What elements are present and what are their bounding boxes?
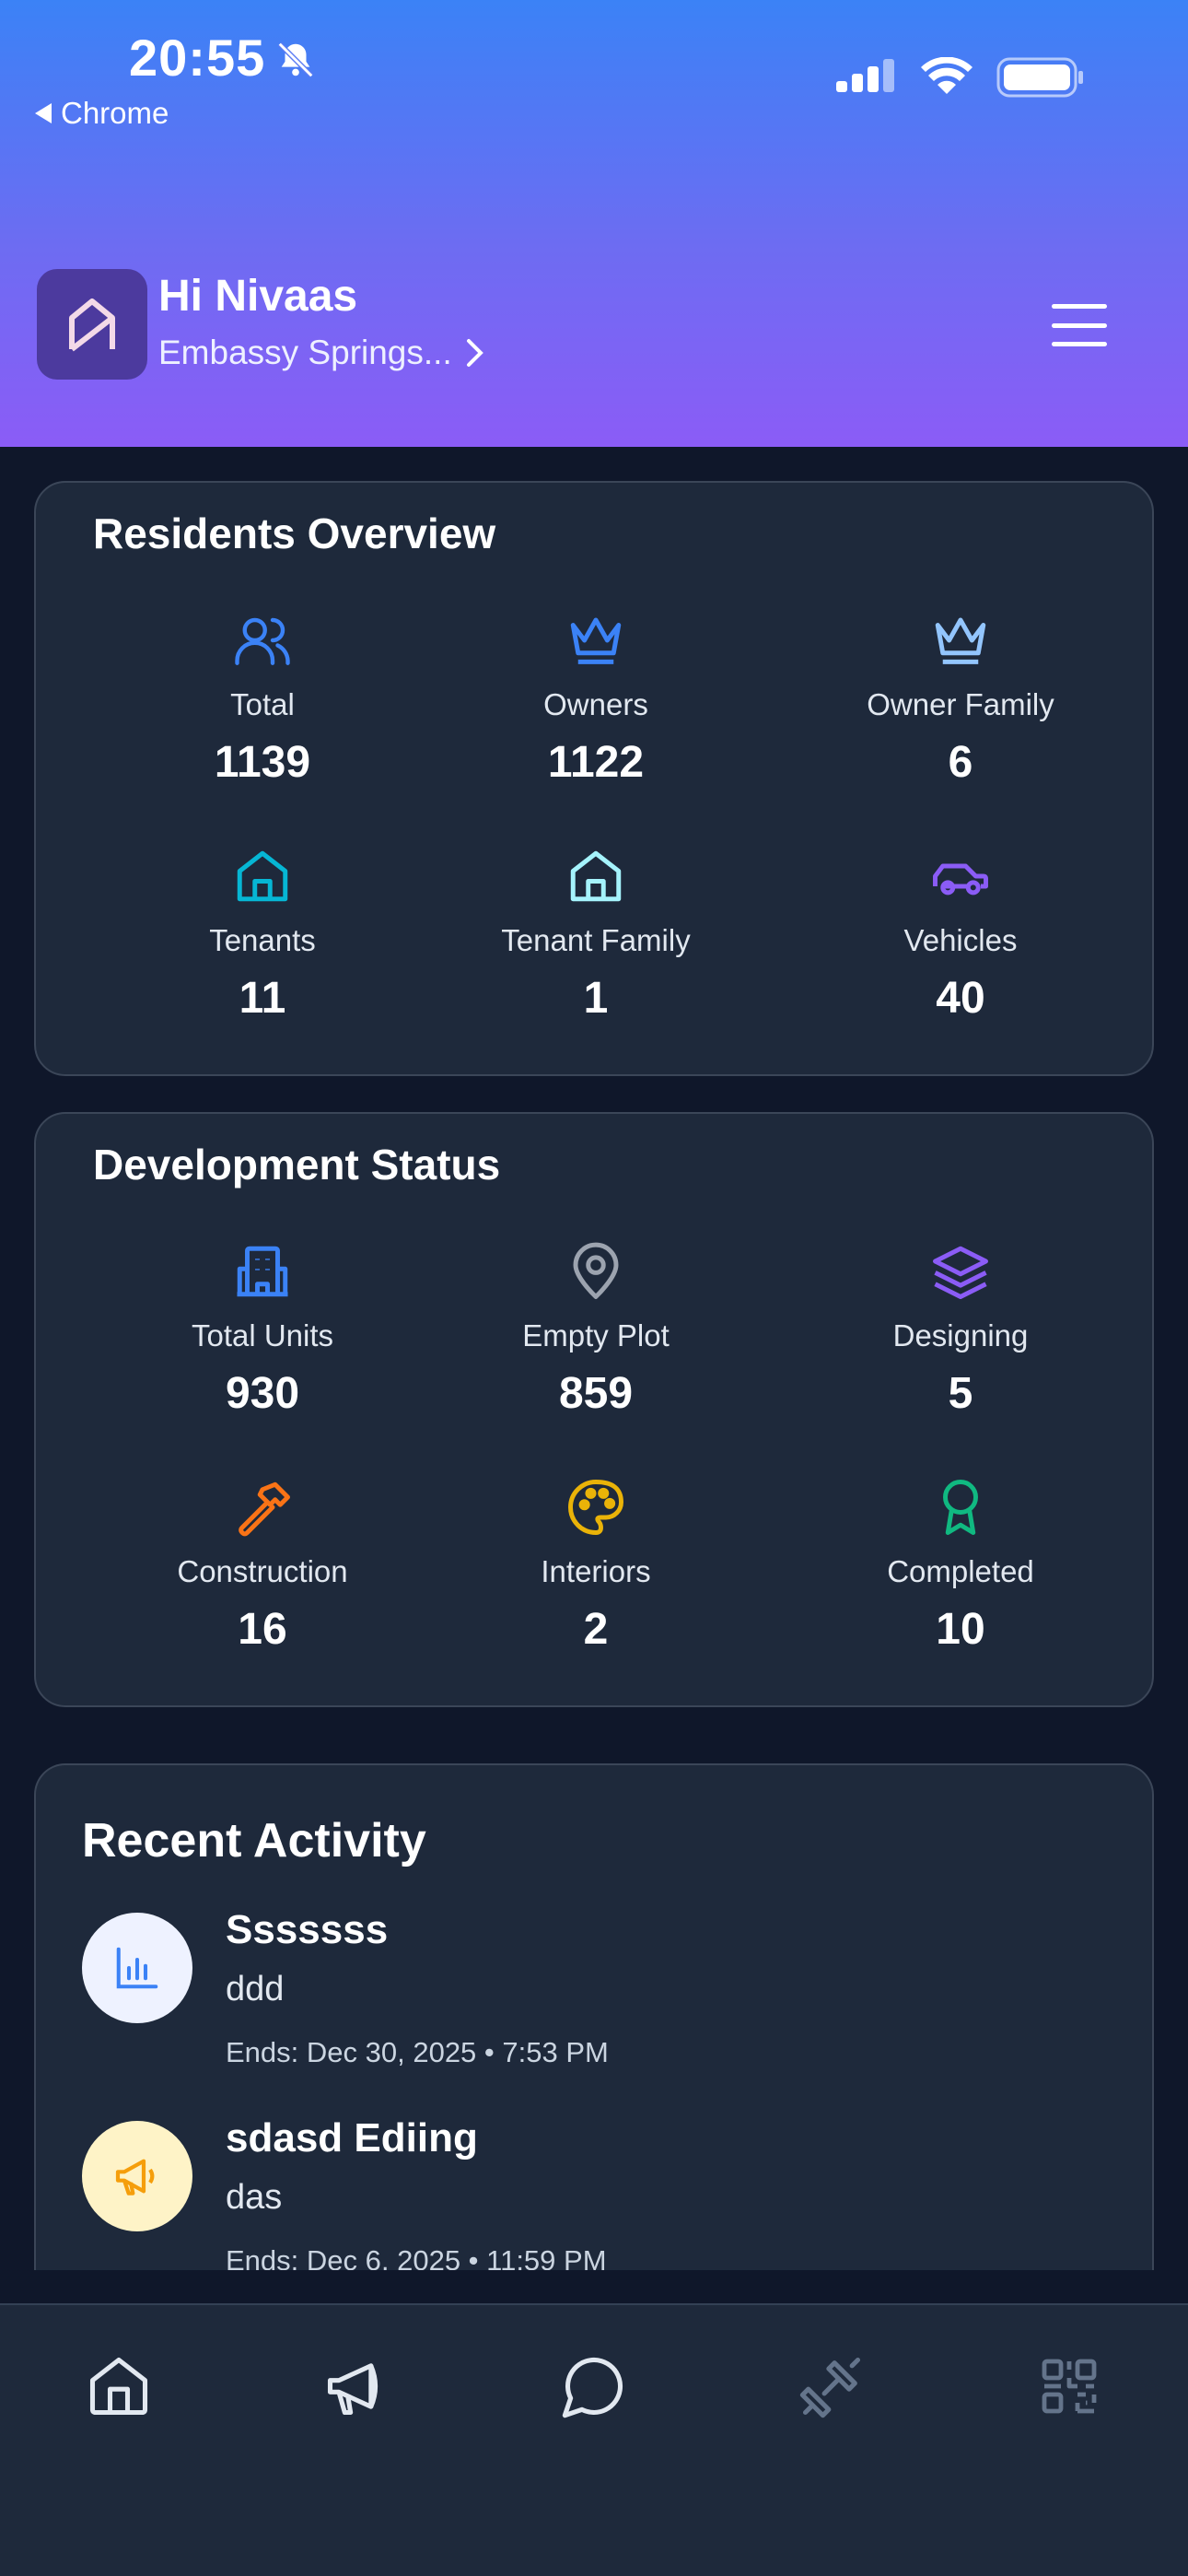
stat-owner-family[interactable]: Owner Family 6	[776, 610, 1145, 788]
battery-icon	[996, 57, 1083, 98]
stat-value: 10	[936, 1605, 985, 1654]
stat-value: 930	[225, 1369, 300, 1418]
wifi-icon	[921, 57, 973, 94]
community-selector[interactable]: Embassy Springs...	[158, 334, 485, 372]
activity-end-time: Ends: Dec 6, 2025 • 11:59 PM	[226, 2244, 607, 2270]
stat-label: Construction	[177, 1554, 348, 1588]
stat-label: Designing	[892, 1318, 1029, 1352]
bar-chart-icon	[116, 1947, 158, 1989]
house-icon	[570, 850, 622, 902]
users-icon	[235, 617, 290, 665]
stat-value: 1139	[214, 738, 311, 787]
home-icon	[89, 2357, 148, 2416]
nav-home[interactable]	[82, 2349, 156, 2423]
crown-icon	[570, 617, 622, 664]
stat-label: Owners	[543, 687, 648, 721]
activity-name: Sssssss	[226, 1907, 389, 1952]
stat-tenant-family[interactable]: Tenant Family 1	[412, 846, 780, 1024]
megaphone-icon	[115, 2159, 155, 2195]
stat-interiors[interactable]: Interiors 2	[412, 1477, 780, 1655]
stat-label: Total Units	[191, 1318, 334, 1352]
building-icon	[237, 1246, 288, 1297]
menu-line	[1052, 322, 1107, 328]
recent-activity-title: Recent Activity	[82, 1814, 426, 1868]
stat-value: 1122	[547, 738, 645, 787]
stat-value: 11	[239, 974, 286, 1023]
nav-qr[interactable]	[1032, 2349, 1106, 2423]
stat-construction[interactable]: Construction 16	[78, 1477, 447, 1655]
megaphone-icon	[327, 2363, 379, 2416]
development-title: Development Status	[93, 1141, 501, 1188]
community-logo[interactable]	[37, 269, 147, 380]
development-status-card: Development Status Total Units 930 Empty…	[34, 1112, 1154, 1707]
stat-value: 1	[583, 974, 609, 1023]
activity-avatar	[82, 2121, 192, 2231]
app-header: 20:55 Chrome Hi Nivaas	[0, 0, 1188, 447]
stat-value: 6	[948, 738, 973, 787]
menu-line	[1052, 342, 1107, 346]
stat-label: Interiors	[541, 1554, 651, 1588]
stat-value: 859	[558, 1369, 634, 1418]
chat-icon	[562, 2357, 623, 2418]
activity-description: das	[226, 2178, 283, 2217]
activity-name: sdasd Ediing	[226, 2115, 478, 2160]
activity-item[interactable]: Sssssss ddd Ends: Dec 30, 2025 • 7:53 PM	[82, 1907, 1095, 2091]
stat-label: Tenants	[209, 923, 316, 957]
activity-description: ddd	[226, 1970, 285, 2008]
activity-item[interactable]: sdasd Ediing das Ends: Dec 6, 2025 • 11:…	[82, 2115, 1095, 2270]
nav-chat[interactable]	[557, 2349, 631, 2423]
activity-end-time: Ends: Dec 30, 2025 • 7:53 PM	[226, 2036, 609, 2068]
back-to-chrome[interactable]: Chrome	[35, 96, 169, 131]
nav-announcements[interactable]	[320, 2349, 393, 2423]
stat-empty-plot[interactable]: Empty Plot 859	[412, 1241, 780, 1419]
stat-designing[interactable]: Designing 5	[776, 1241, 1145, 1419]
palette-icon	[568, 1480, 623, 1535]
nav-gym[interactable]	[795, 2349, 868, 2423]
house-icon	[237, 850, 288, 902]
bell-muted-icon	[277, 41, 314, 78]
back-label: Chrome	[61, 96, 169, 130]
stat-label: Total	[230, 687, 295, 721]
stat-value: 40	[936, 974, 985, 1023]
stat-label: Tenant Family	[501, 923, 691, 957]
recent-activity-card: Recent Activity Sssssss ddd Ends: Dec 30…	[34, 1763, 1154, 2270]
hamburger-menu-button[interactable]	[1052, 304, 1107, 346]
award-icon	[943, 1480, 978, 1535]
bottom-navigation	[0, 2303, 1188, 2576]
stat-value: 5	[948, 1369, 973, 1418]
map-pin-icon	[573, 1242, 619, 1299]
chevron-right-icon	[466, 339, 483, 367]
stat-value: 16	[238, 1605, 287, 1654]
stat-owners[interactable]: Owners 1122	[412, 610, 780, 788]
community-name: Embassy Springs...	[158, 334, 452, 371]
menu-line	[1052, 304, 1107, 309]
residents-overview-card: Residents Overview Total 1139 Owners 112…	[34, 481, 1154, 1076]
layers-icon	[933, 1246, 988, 1299]
stat-label: Completed	[887, 1554, 1034, 1588]
activity-avatar	[82, 1913, 192, 2023]
residents-title: Residents Overview	[93, 509, 496, 557]
stat-label: Owner Family	[867, 687, 1054, 721]
signal-icon	[836, 59, 894, 92]
stat-value: 2	[583, 1605, 609, 1654]
status-time: 20:55	[129, 29, 266, 87]
hammer-icon	[239, 1481, 290, 1537]
dumbbell-icon	[799, 2357, 861, 2418]
stat-label: Empty Plot	[522, 1318, 670, 1352]
logo-icon	[69, 299, 115, 352]
stat-total[interactable]: Total 1139	[78, 610, 447, 788]
stat-completed[interactable]: Completed 10	[776, 1477, 1145, 1655]
stat-label: Vehicles	[903, 923, 1018, 957]
qr-code-icon	[1042, 2359, 1097, 2414]
stat-vehicles[interactable]: Vehicles 40	[776, 846, 1145, 1024]
stat-tenants[interactable]: Tenants 11	[78, 846, 447, 1024]
car-icon	[933, 863, 988, 896]
crown-icon	[935, 617, 986, 664]
greeting-text: Hi Nivaas	[158, 272, 358, 321]
back-arrow-icon	[35, 103, 52, 123]
system-icons	[836, 57, 1085, 98]
stat-total-units[interactable]: Total Units 930	[78, 1241, 447, 1419]
